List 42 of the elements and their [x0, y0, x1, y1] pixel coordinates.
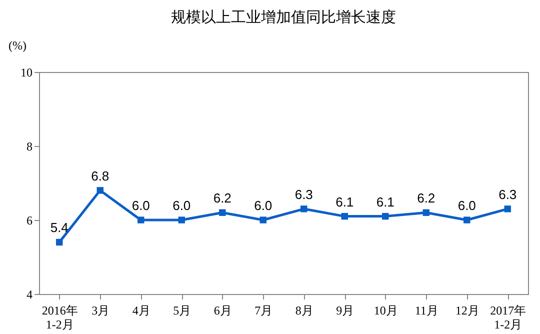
point	[178, 216, 185, 224]
point	[422, 209, 430, 216]
data-label: 6.0	[132, 198, 150, 213]
point	[464, 216, 470, 224]
point	[504, 206, 511, 212]
point	[138, 216, 144, 224]
x-tick-label: 9月	[336, 304, 354, 318]
point	[341, 212, 348, 220]
x-tick-label: 2017年 1-2月	[490, 304, 526, 332]
data-label: 6.0	[254, 198, 272, 213]
point	[260, 216, 266, 224]
x-tick-label: 7月	[254, 304, 273, 318]
x-tick-label: 3月	[92, 304, 110, 318]
point	[219, 209, 226, 216]
point	[96, 187, 104, 194]
data-label: 6.3	[294, 186, 313, 202]
data-label: 6.8	[91, 168, 110, 184]
x-tick-label: 11月	[414, 304, 438, 318]
x-tick-label: 5月	[173, 304, 192, 318]
data-label: 6.1	[376, 194, 394, 210]
data-label: 5.4	[50, 220, 68, 236]
data-label: 6.0	[172, 198, 191, 213]
data-label: 6.2	[417, 190, 436, 206]
data-label: 6.1	[336, 194, 354, 210]
y-axis-title: (%)	[8, 38, 26, 52]
y-tick-label: 6	[26, 214, 32, 228]
x-tick-label: 8月	[295, 304, 314, 318]
data-label: 6.3	[498, 186, 517, 202]
point	[382, 212, 389, 220]
y-tick-label: 8	[26, 140, 32, 154]
x-tick-label: 10月	[374, 304, 398, 318]
x-tick-label: 2016年 1-2月	[42, 304, 78, 332]
x-tick-label: 12月	[455, 304, 480, 318]
x-tick-label: 4月	[132, 304, 150, 318]
data-label: 6.0	[458, 198, 476, 213]
point	[56, 238, 63, 246]
chart-title: 规模以上工业增加值同比增长速度	[171, 9, 396, 26]
y-tick-label: 4	[26, 288, 32, 302]
data-label: 6.2	[213, 190, 232, 206]
point	[300, 206, 308, 212]
x-tick-label: 6月	[214, 304, 232, 318]
y-tick-label: 10	[20, 66, 32, 80]
